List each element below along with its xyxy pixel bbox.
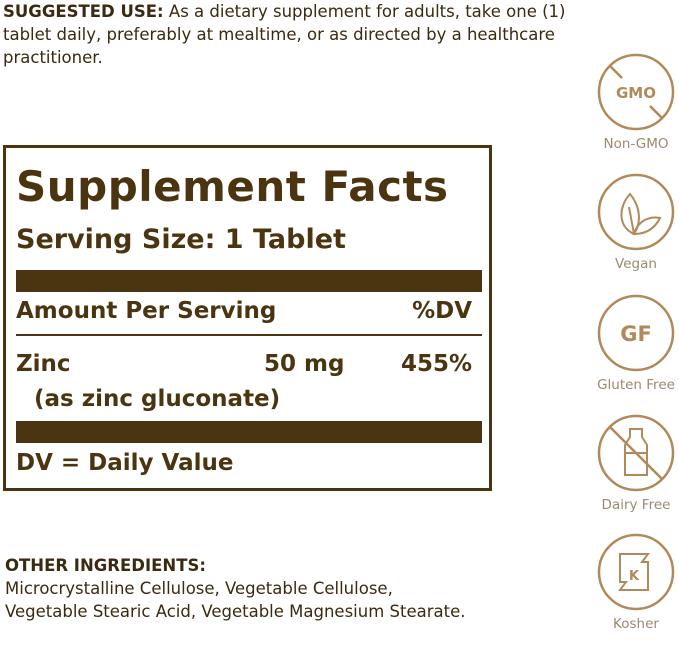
badge-label: Dairy Free [601,497,671,513]
suggested-use-heading: SUGGESTED USE: [3,2,164,21]
nutrient-amount: 50 mg [264,351,345,377]
badge-label: Non-GMO [603,136,669,152]
thick-divider [16,421,482,443]
svg-text:GF: GF [620,322,652,346]
serving-size: Serving Size: 1 Tablet [16,224,346,255]
nutrient-form: (as zinc gluconate) [34,386,281,412]
vegan-leaf-icon [597,173,675,251]
badge-kosher: K Kosher [591,532,679,632]
other-ingredients-text: Microcrystalline Cellulose, Vegetable Ce… [5,579,466,621]
svg-text:K: K [629,569,640,584]
suggested-use: SUGGESTED USE: As a dietary supplement f… [3,0,583,69]
dv-header: %DV [412,298,472,324]
non-gmo-icon: GMO [597,53,675,131]
nutrient-name: Zinc [16,351,71,377]
badge-label: Vegan [615,256,657,272]
suggested-use-text: As a dietary supplement for adults, take… [3,2,566,67]
other-ingredients: OTHER INGREDIENTS: Microcrystalline Cell… [5,554,475,623]
amount-header: Amount Per Serving [16,298,277,324]
dairy-free-bottle-icon [597,414,675,492]
svg-text:GMO: GMO [616,84,656,102]
thick-divider [16,270,482,292]
badge-dairy-free: Dairy Free [591,413,679,513]
badge-vegan: Vegan [591,172,679,272]
nutrient-dv: 455% [400,351,472,377]
dv-footnote: DV = Daily Value [16,450,234,476]
gluten-free-icon: GF [597,294,675,372]
badge-non-gmo: GMO Non-GMO [591,52,679,152]
supplement-facts-panel: Supplement Facts Serving Size: 1 Tablet … [3,145,492,491]
badge-label: Gluten Free [597,377,675,393]
facts-title: Supplement Facts [16,162,449,211]
amount-header-row: Amount Per Serving %DV [16,298,472,324]
other-ingredients-heading: OTHER INGREDIENTS: [5,556,206,575]
badge-label: Kosher [613,616,659,632]
badge-gluten-free: GF Gluten Free [591,293,679,393]
nutrient-row: Zinc 50 mg 455% [16,351,472,377]
thin-divider [16,334,482,336]
kosher-icon: K [597,533,675,611]
